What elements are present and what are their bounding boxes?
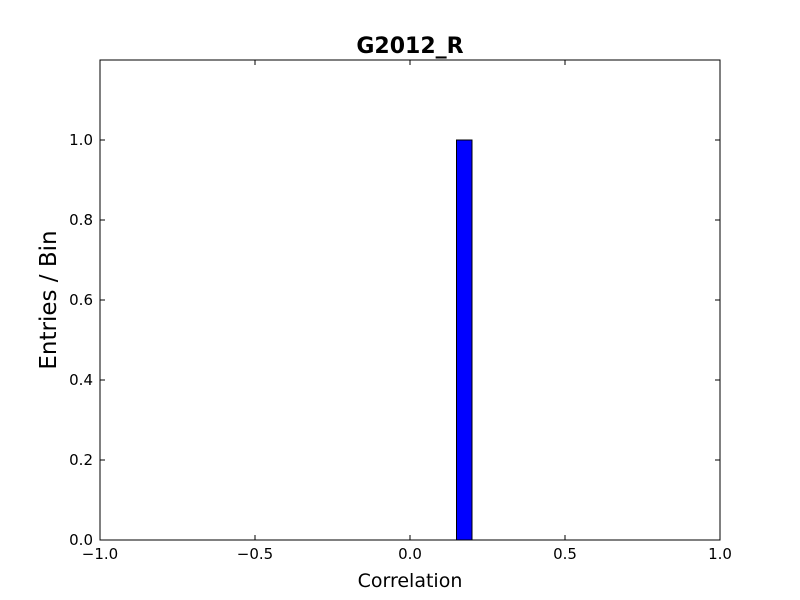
x-axis-label: Correlation bbox=[358, 570, 463, 592]
x-tick-label: 0.5 bbox=[553, 545, 577, 563]
x-tick-label: 1.0 bbox=[708, 545, 732, 563]
plot-area: −1.0 −0.5 0.0 0.5 1.0 0.0 0.2 0.4 0.6 0.8 1.0 bbox=[69, 59, 732, 563]
y-tick-label: 0.6 bbox=[69, 291, 93, 309]
x-tick-label: −0.5 bbox=[237, 545, 273, 563]
x-tick-label: −1.0 bbox=[82, 545, 118, 563]
histogram-bar-0 bbox=[456, 139, 473, 541]
y-tick-label: 0.2 bbox=[69, 451, 93, 469]
chart-title: G2012_R bbox=[356, 34, 463, 59]
plot-frame bbox=[99, 59, 721, 541]
y-tick-label: 0.0 bbox=[69, 531, 93, 549]
y-tick-label: 0.4 bbox=[69, 371, 93, 389]
y-axis-label: Entries / Bin bbox=[36, 230, 62, 369]
y-tick-label: 0.8 bbox=[69, 211, 93, 229]
x-tick-label: 0.0 bbox=[398, 545, 422, 563]
y-tick-label: 1.0 bbox=[69, 131, 93, 149]
